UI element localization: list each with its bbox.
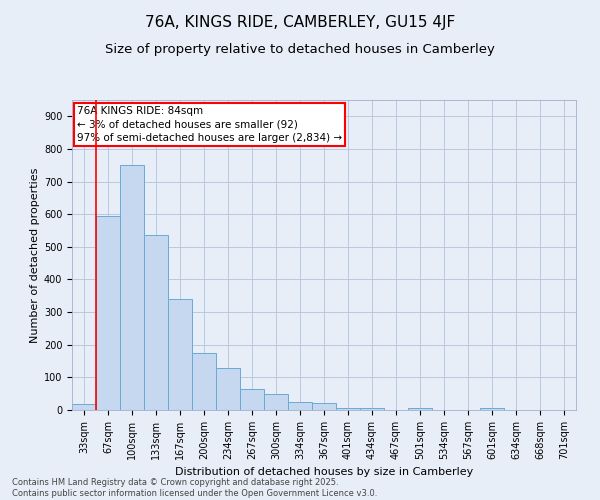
Bar: [144, 236, 168, 410]
Bar: [264, 394, 288, 410]
Bar: [360, 408, 384, 410]
Bar: [336, 408, 360, 410]
Bar: [408, 408, 432, 410]
Bar: [240, 389, 264, 410]
Bar: [312, 403, 336, 410]
Text: Contains HM Land Registry data © Crown copyright and database right 2025.
Contai: Contains HM Land Registry data © Crown c…: [12, 478, 377, 498]
Bar: [72, 404, 96, 410]
X-axis label: Distribution of detached houses by size in Camberley: Distribution of detached houses by size …: [175, 468, 473, 477]
Text: 76A, KINGS RIDE, CAMBERLEY, GU15 4JF: 76A, KINGS RIDE, CAMBERLEY, GU15 4JF: [145, 15, 455, 30]
Bar: [96, 216, 120, 410]
Text: 76A KINGS RIDE: 84sqm
← 3% of detached houses are smaller (92)
97% of semi-detac: 76A KINGS RIDE: 84sqm ← 3% of detached h…: [77, 106, 342, 142]
Bar: [120, 166, 144, 410]
Bar: [192, 353, 216, 410]
Bar: [168, 299, 192, 410]
Bar: [216, 368, 240, 410]
Bar: [288, 402, 312, 410]
Text: Size of property relative to detached houses in Camberley: Size of property relative to detached ho…: [105, 42, 495, 56]
Bar: [480, 408, 504, 410]
Y-axis label: Number of detached properties: Number of detached properties: [29, 168, 40, 342]
